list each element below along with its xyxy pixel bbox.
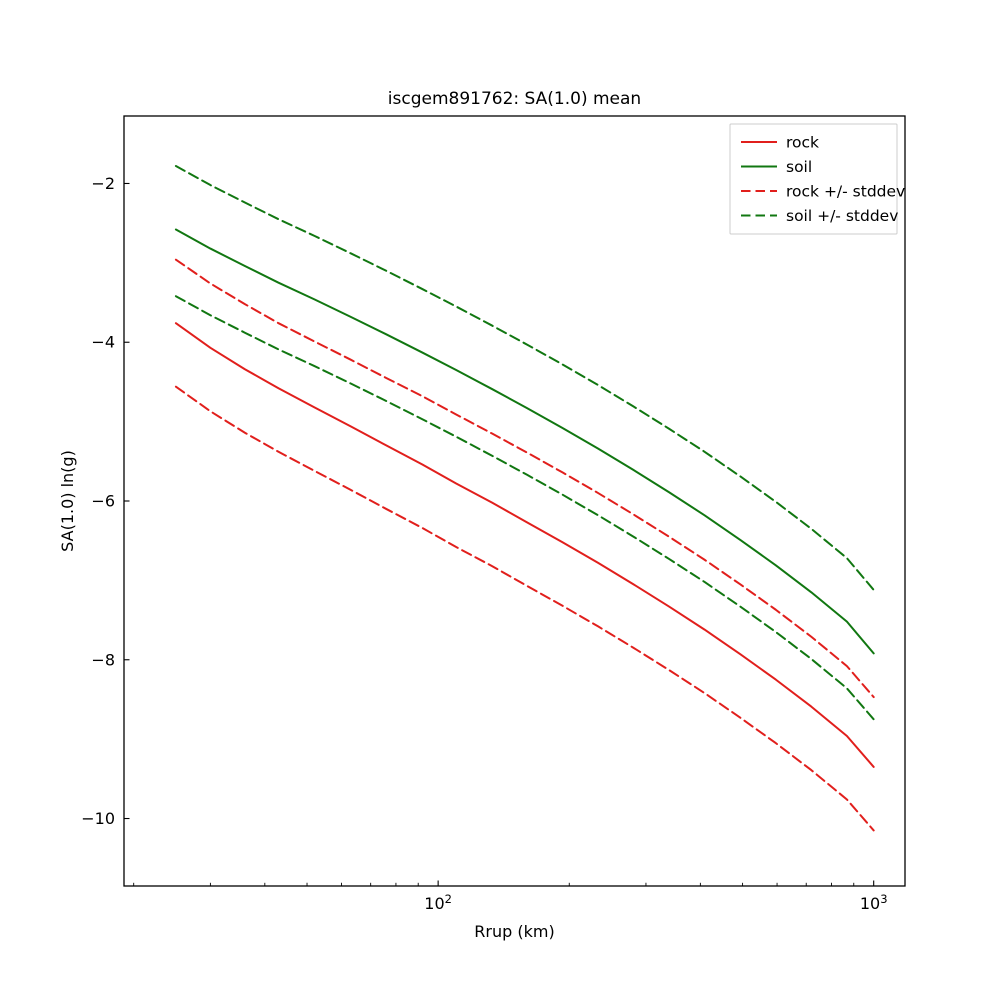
series-line-rock-stddev: [174, 258, 875, 699]
legend-label-soil: soil: [786, 158, 812, 176]
legend-label-soil-stddev: soil +/- stddev: [786, 207, 898, 225]
series-line-rock-stddev-lower: [174, 385, 875, 832]
legend-label-rock: rock: [786, 134, 819, 152]
legend-box: [729, 123, 898, 235]
series-line-soil: [174, 228, 875, 655]
x-axis-label: Rrup (km): [474, 922, 554, 941]
x-axis-ticks: 102 103: [133, 880, 888, 913]
y-tick-label: −10: [81, 809, 115, 828]
y-tick-label: −4: [91, 333, 115, 352]
y-tick-label: −8: [91, 650, 115, 669]
y-tick-label: −6: [91, 492, 115, 511]
legend-label-rock-stddev: rock +/- stddev: [786, 183, 905, 201]
data-series-group: [174, 165, 875, 832]
y-axis-label: SA(1.0) ln(g): [58, 450, 77, 552]
chart-title: iscgem891762: SA(1.0) mean: [388, 89, 641, 109]
x-tick-label: 102: [424, 892, 452, 913]
axis-labels-group: iscgem891762: SA(1.0) mean Rrup (km) SA(1.…: [58, 89, 641, 941]
series-line-soil-stddev-lower: [174, 295, 875, 721]
y-tick-label: −2: [91, 174, 115, 193]
x-tick-label: 103: [860, 892, 888, 913]
y-axis-ticks: −2 −4 −6 −8 −10: [81, 174, 130, 828]
chart-legend: rock soil rock +/- stddev soil +/- stddev: [729, 123, 905, 235]
series-line-soil-stddev: [174, 165, 875, 591]
series-line-rock: [174, 322, 875, 768]
